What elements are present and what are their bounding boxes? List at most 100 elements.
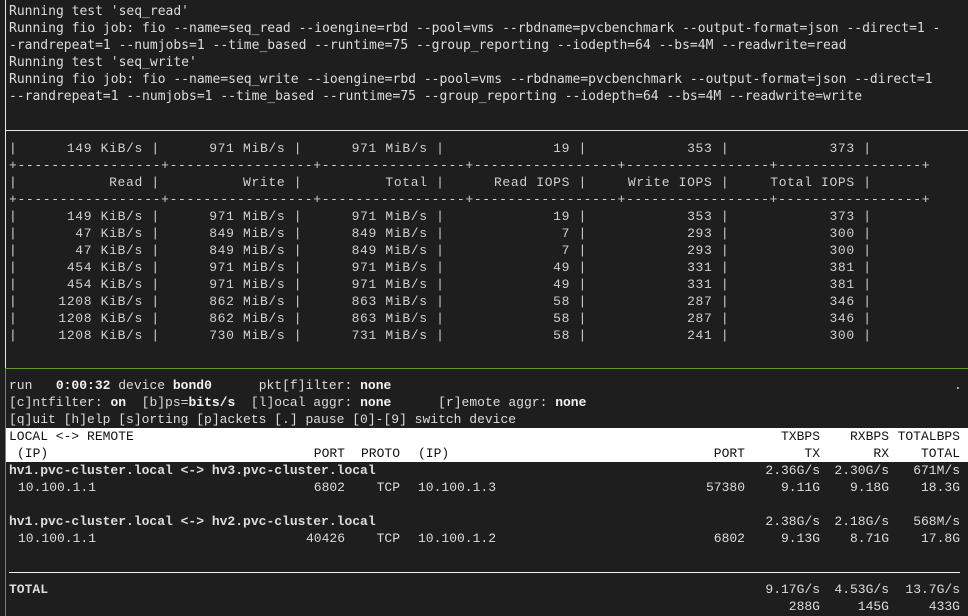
table-cell: 971 MiB/s (209, 277, 286, 292)
table-row: | 454 KiB/s | 971 MiB/s | 971 MiB/s | 49… (9, 277, 872, 292)
connection-txbps: 2.38G/s (765, 514, 820, 529)
connection-pair: hv1.pvc-cluster.local <-> hv3.pvc-cluste… (9, 463, 376, 478)
table-cell: 331 (687, 260, 713, 275)
table-cell: 287 (687, 294, 713, 309)
table-cell: 58 (553, 328, 571, 343)
connection-rx: 9.18G (849, 480, 889, 495)
connection-total: 18.3G (920, 480, 960, 495)
total-totalbps: 13.7G/s (905, 582, 960, 597)
output-line: -randrepeat=1 --numjobs=1 --time_based -… (9, 38, 847, 53)
total-txbps: 9.17G/s (765, 582, 820, 597)
table-border: +-----------------+-----------------+---… (9, 192, 931, 207)
table-cell: 849 MiB/s (209, 243, 286, 258)
header-rx: RX (873, 446, 889, 461)
table-cell: 373 (829, 141, 855, 156)
table-cell: 58 (553, 311, 571, 326)
status-line-2: [c]ntfilter: on [b]ps=bits/s [l]ocal agg… (9, 394, 586, 411)
total-tx: 288G (788, 599, 820, 614)
table-cell: 971 MiB/s (209, 209, 286, 224)
table-cell: Read (109, 175, 143, 190)
header-remote-port: PORT (713, 446, 745, 461)
table-row: | 454 KiB/s | 971 MiB/s | 971 MiB/s | 49… (9, 260, 872, 275)
cntfilter-value: on (110, 395, 127, 410)
table-row: | 1208 KiB/s | 862 MiB/s | 863 MiB/s | 5… (9, 294, 872, 309)
table-cell: 293 (687, 226, 713, 241)
header-rxbps: RXBPS (849, 429, 889, 444)
table-cell: 971 MiB/s (351, 260, 428, 275)
table-cell: 454 KiB/s (66, 260, 143, 275)
total-rx: 145G (857, 599, 889, 614)
table-cell: Write (243, 175, 286, 190)
table-cell: 346 (829, 294, 855, 309)
table-cell: 58 (553, 294, 571, 309)
table-row: | 149 KiB/s | 971 MiB/s | 971 MiB/s | 19… (9, 141, 872, 156)
bps-label: [b]ps= (141, 395, 189, 410)
table-cell: 19 (553, 141, 571, 156)
table-cell: 971 MiB/s (209, 260, 286, 275)
remote-ip: 10.100.1.2 (418, 531, 497, 546)
pane-border-horizontal (5, 130, 968, 131)
remote-port: 6802 (713, 531, 745, 546)
run-label: run (9, 378, 33, 393)
table-cell: 863 MiB/s (351, 311, 428, 326)
total-separator (9, 572, 960, 573)
table-cell: 149 KiB/s (66, 141, 143, 156)
header-txbps: TXBPS (780, 429, 820, 444)
pktfilter-label: pkt[f]ilter: (258, 378, 353, 393)
table-cell: 49 (553, 260, 571, 275)
connection-pair: hv1.pvc-cluster.local <-> hv2.pvc-cluste… (9, 514, 376, 529)
table-cell: 300 (829, 226, 855, 241)
total-label: TOTAL (9, 582, 49, 597)
table-cell: 149 KiB/s (66, 209, 143, 224)
header-tx: TX (804, 446, 820, 461)
table-cell: 7 (561, 226, 571, 241)
protocol: TCP (376, 531, 400, 546)
active-pane-border-horizontal (5, 368, 968, 369)
cntfilter-label: [c]ntfilter: (9, 395, 103, 410)
local-ip: 10.100.1.1 (18, 480, 97, 495)
table-row: | 1208 KiB/s | 862 MiB/s | 863 MiB/s | 5… (9, 311, 872, 326)
connection-totalbps: 568M/s (913, 514, 960, 529)
table-cell: Write IOPS (627, 175, 713, 190)
connection-totalbps: 671M/s (913, 463, 960, 478)
table-cell: 730 MiB/s (209, 328, 286, 343)
table-cell: 346 (829, 311, 855, 326)
connection-rx: 8.71G (849, 531, 889, 546)
bps-value: bits/s (188, 395, 236, 410)
header-proto: PROTO (361, 446, 401, 461)
output-line: Running test 'seq_read' (9, 4, 190, 19)
table-row: | 47 KiB/s | 849 MiB/s | 849 MiB/s | 7 |… (9, 243, 872, 258)
table-cell: 381 (829, 260, 855, 275)
connection-tx: 9.11G (780, 480, 820, 495)
output-line: Running fio job: fio --name=seq_write --… (9, 72, 933, 87)
remote-port: 57380 (705, 480, 745, 495)
header-port: PORT (313, 446, 345, 461)
output-line: Running test 'seq_write' (9, 55, 197, 70)
table-cell: 381 (829, 277, 855, 292)
table-cell: 971 MiB/s (209, 141, 286, 156)
table-cell: 971 MiB/s (351, 209, 428, 224)
table-cell: 971 MiB/s (351, 141, 428, 156)
local-port: 40426 (305, 531, 345, 546)
device-label: device (118, 378, 166, 393)
table-cell: 849 MiB/s (351, 243, 428, 258)
remote-aggr-value: none (555, 395, 587, 410)
table-cell: 7 (561, 243, 571, 258)
column-header: LOCAL <-> REMOTE TXBPS RXBPS TOTALBPS (I… (6, 428, 968, 462)
table-cell: 849 MiB/s (351, 226, 428, 241)
status-dot: . (954, 378, 962, 393)
total-total: 433G (928, 599, 960, 614)
header-total: TOTAL (920, 446, 960, 461)
connection-total: 17.8G (920, 531, 960, 546)
pane-border-vertical (5, 0, 6, 368)
table-cell: 1208 KiB/s (58, 294, 143, 309)
table-cell: 241 (687, 328, 713, 343)
table-row: | 149 KiB/s | 971 MiB/s | 971 MiB/s | 19… (9, 209, 872, 224)
device-name: bond0 (172, 378, 212, 393)
table-cell: 300 (829, 243, 855, 258)
header-remote-ip: (IP) (418, 446, 450, 461)
remote-aggr-label: [r]emote aggr: (438, 395, 548, 410)
table-cell: Read IOPS (493, 175, 571, 190)
table-cell: 454 KiB/s (66, 277, 143, 292)
protocol: TCP (376, 480, 400, 495)
